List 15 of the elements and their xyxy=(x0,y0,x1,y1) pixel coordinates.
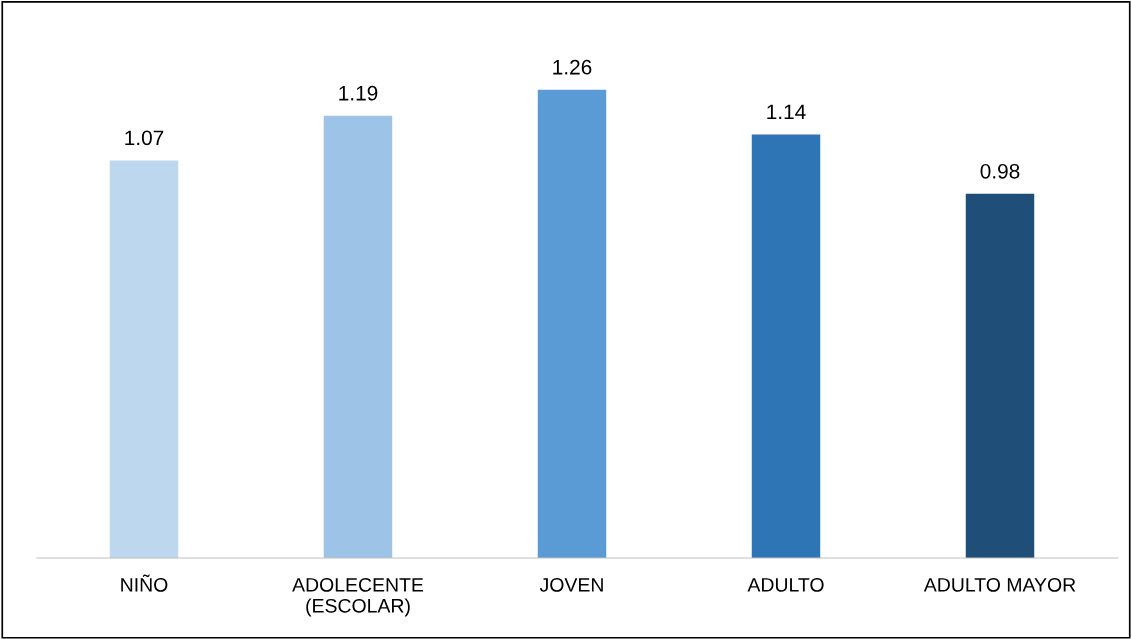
bar xyxy=(323,115,393,558)
bar xyxy=(537,89,607,558)
x-tick-label: ADULTO xyxy=(747,577,824,592)
bar xyxy=(751,134,821,558)
bar xyxy=(965,193,1035,558)
data-label: 1.26 xyxy=(553,59,592,75)
data-label: 1.14 xyxy=(767,104,806,119)
bar xyxy=(109,160,179,558)
x-tick-label: ADOLECENTE (ESCOLAR) xyxy=(292,577,424,617)
x-tick-label: JOVEN xyxy=(539,577,603,592)
x-tick-label: ADULTO MAYOR xyxy=(923,577,1076,592)
data-label: 0.98 xyxy=(980,163,1020,179)
x-tick-label: NIÑO xyxy=(121,574,168,592)
data-label: 1.07 xyxy=(125,130,164,146)
data-label: 1.19 xyxy=(339,85,378,101)
